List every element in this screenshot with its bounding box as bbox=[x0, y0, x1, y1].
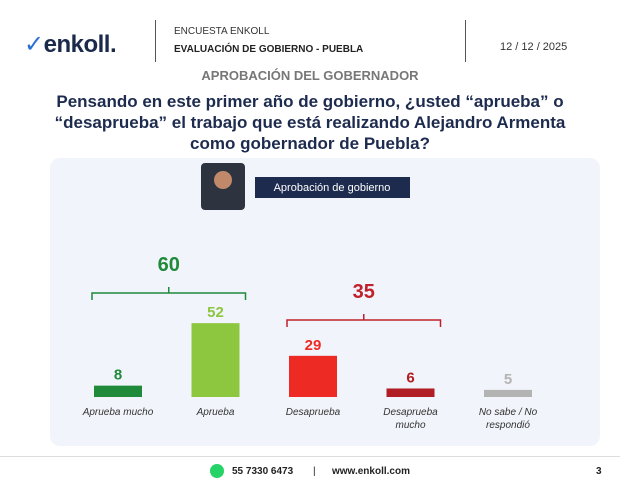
bar bbox=[484, 389, 532, 397]
group-total: 35 bbox=[353, 281, 375, 303]
bar bbox=[191, 323, 240, 397]
group-bracket bbox=[91, 287, 247, 300]
logo: ✓enkoll. bbox=[24, 31, 117, 58]
bar bbox=[94, 385, 142, 397]
page-number: 3 bbox=[596, 466, 602, 477]
question: Pensando en este primer año de gobierno,… bbox=[54, 92, 566, 153]
survey: ENCUESTA ENKOLL bbox=[174, 26, 270, 37]
separator: | bbox=[313, 466, 316, 477]
chart-title-box bbox=[255, 177, 410, 198]
category-label: No sabe / No respondió bbox=[478, 407, 538, 431]
group-bracket bbox=[286, 314, 442, 327]
bar bbox=[289, 355, 337, 397]
group-total: 60 bbox=[158, 254, 180, 276]
website: www.enkoll.com bbox=[332, 466, 410, 477]
category-label: Desaprueba bbox=[285, 407, 341, 418]
value-label: 29 bbox=[305, 337, 322, 354]
chart-title: Aprobación de gobierno bbox=[274, 182, 391, 194]
photo-face bbox=[214, 171, 232, 189]
bar bbox=[386, 388, 435, 397]
logo-text: enkoll. bbox=[43, 31, 117, 58]
category-label: Aprueba bbox=[196, 407, 235, 418]
whatsapp-icon bbox=[210, 464, 224, 478]
value-label: 52 bbox=[207, 304, 224, 321]
section-title: APROBACIÓN DEL GOBERNADOR bbox=[201, 68, 419, 83]
footer-rule bbox=[0, 456, 620, 457]
value-label: 5 bbox=[504, 371, 512, 388]
value-label: 8 bbox=[114, 367, 122, 384]
divider bbox=[155, 20, 156, 62]
survey-subtitle: EVALUACIÓN DE GOBIERNO - PUEBLA bbox=[174, 44, 364, 55]
date: 12 / 12 / 2025 bbox=[500, 41, 568, 53]
chart-panel bbox=[50, 158, 600, 446]
value-label: 6 bbox=[406, 369, 414, 386]
phone: 55 7330 6473 bbox=[232, 466, 294, 477]
category-label: Desaprueba mucho bbox=[383, 407, 438, 431]
divider bbox=[465, 20, 466, 62]
category-label: Aprueba mucho bbox=[82, 407, 154, 418]
